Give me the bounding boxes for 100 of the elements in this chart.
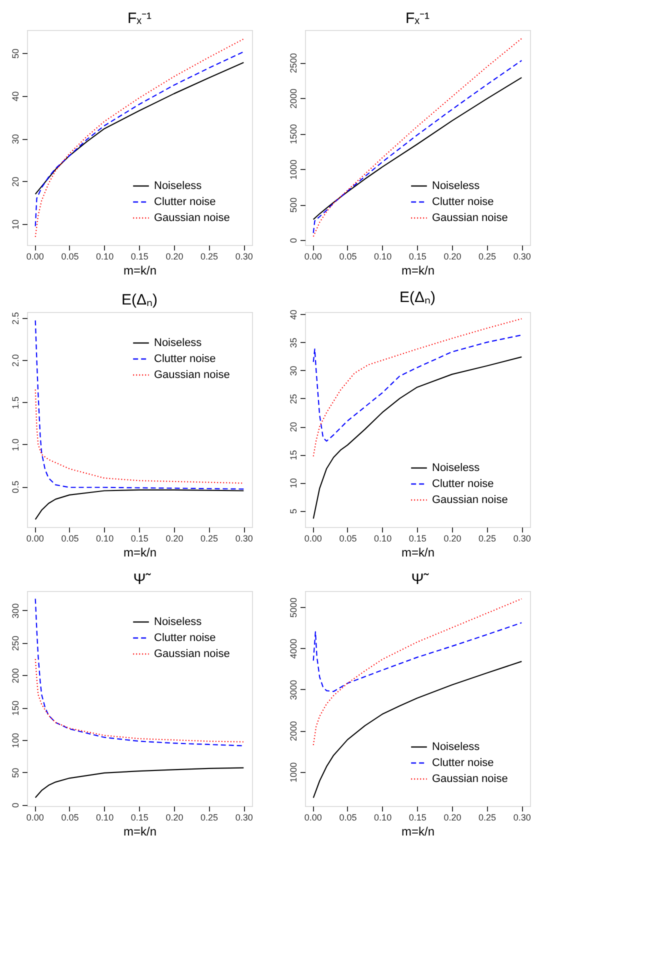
y-tick-label: 4000: [288, 638, 298, 659]
x-tick-label: 0.20: [166, 534, 184, 544]
x-tick-label: 0.15: [408, 812, 426, 822]
chart-title: E(Δₙ): [399, 289, 436, 306]
x-tick-label: 0.30: [235, 812, 253, 822]
legend-label: Clutter noise: [432, 196, 494, 208]
x-tick-label: 0.25: [478, 812, 496, 822]
y-tick-label: 1500: [288, 124, 298, 144]
y-tick-label: 50: [10, 768, 20, 778]
y-tick-label: 20: [10, 176, 20, 187]
line-series: [312, 76, 522, 220]
line-series: [34, 658, 244, 742]
line-series: [34, 489, 244, 520]
y-tick-label: 2.0: [10, 354, 20, 367]
y-tick-label: 250: [10, 636, 20, 651]
y-tick-label: 150: [10, 700, 20, 716]
chart-title: Fₓ⁻¹: [127, 10, 152, 27]
x-tick-label: 0.05: [61, 534, 79, 544]
y-tick-label: 2000: [288, 721, 298, 742]
x-tick-label: 0.00: [304, 812, 322, 822]
x-tick-label: 0.05: [339, 812, 357, 822]
y-tick-label: 3000: [288, 680, 298, 700]
x-tick-label: 0.15: [408, 534, 426, 544]
y-tick-label: 50: [10, 48, 20, 59]
line-series: [312, 334, 522, 442]
y-tick-label: 1000: [288, 160, 298, 180]
x-tick-label: 0.00: [304, 252, 322, 262]
x-axis-title: m=k/n: [123, 824, 157, 838]
x-tick-label: 0.20: [444, 252, 462, 262]
chart-title: Ψ̃: [133, 571, 152, 588]
line-series: [34, 389, 244, 484]
y-tick-label: 1.5: [10, 396, 20, 409]
legend-label: Clutter noise: [154, 353, 216, 365]
x-tick-label: 0.05: [61, 812, 79, 822]
y-tick-label: 0.5: [10, 480, 20, 494]
x-tick-label: 0.20: [166, 812, 184, 822]
y-tick-label: 25: [288, 394, 298, 404]
x-axis-title: m=k/n: [401, 546, 435, 560]
x-tick-label: 0.15: [130, 252, 148, 262]
x-tick-label: 0.20: [444, 534, 462, 544]
legend-label: Gaussian noise: [432, 212, 508, 224]
x-tick-label: 0.15: [130, 812, 148, 822]
x-tick-label: 0.25: [200, 252, 218, 262]
x-tick-label: 0.30: [513, 812, 531, 822]
y-tick-label: 10: [10, 220, 20, 230]
y-tick-label: 40: [288, 310, 298, 320]
y-tick-label: 2500: [288, 53, 298, 74]
y-tick-label: 0: [10, 802, 20, 808]
x-tick-label: 0.00: [26, 534, 44, 544]
chart-title: Fₓ⁻¹: [405, 10, 430, 27]
chart-title: E(Δₙ): [121, 292, 158, 309]
x-tick-label: 0.10: [96, 812, 114, 822]
x-tick-label: 0.25: [478, 534, 496, 544]
x-axis-title: m=k/n: [401, 824, 435, 838]
x-axis-title: m=k/n: [401, 264, 435, 278]
x-tick-label: 0.30: [513, 252, 531, 262]
x-tick-label: 0.10: [374, 534, 392, 544]
y-tick-label: 300: [10, 603, 20, 618]
x-tick-label: 0.25: [200, 812, 218, 822]
y-tick-label: 200: [10, 668, 20, 684]
line-series: [312, 356, 522, 520]
x-tick-label: 0.25: [478, 252, 496, 262]
x-tick-label: 0.10: [96, 252, 114, 262]
legend-label: Gaussian noise: [154, 212, 230, 224]
legend-label: Gaussian noise: [432, 494, 508, 506]
y-tick-label: 1000: [288, 762, 298, 782]
chart-title: Ψ̃: [411, 571, 430, 588]
y-tick-label: 5: [288, 508, 298, 514]
y-tick-label: 100: [10, 732, 20, 748]
x-tick-label: 0.25: [200, 534, 218, 544]
legend-label: Noiseless: [154, 337, 202, 349]
line-series: [312, 622, 522, 692]
x-tick-label: 0.05: [339, 534, 357, 544]
x-tick-label: 0.15: [130, 534, 148, 544]
legend-label: Clutter noise: [432, 478, 494, 490]
y-tick-label: 30: [288, 366, 298, 376]
line-series: [312, 318, 522, 457]
y-tick-label: 5000: [288, 598, 298, 618]
x-tick-label: 0.30: [513, 534, 531, 544]
y-tick-label: 10: [288, 478, 298, 488]
x-tick-label: 0.15: [408, 252, 426, 262]
x-tick-label: 0.30: [235, 534, 253, 544]
y-tick-label: 40: [10, 91, 20, 102]
legend-label: Noiseless: [432, 180, 480, 192]
legend-label: Noiseless: [432, 462, 480, 474]
y-tick-label: 35: [288, 338, 298, 348]
x-axis-title: m=k/n: [123, 264, 157, 278]
legend-label: Noiseless: [432, 741, 480, 753]
x-tick-label: 0.05: [61, 252, 79, 262]
line-series: [312, 660, 522, 798]
x-tick-label: 0.10: [374, 252, 392, 262]
x-tick-label: 0.00: [26, 812, 44, 822]
legend-label: Clutter noise: [154, 196, 216, 208]
legend-label: Gaussian noise: [154, 648, 230, 660]
y-tick-label: 0: [288, 238, 298, 244]
legend-label: Noiseless: [154, 180, 202, 192]
legend-label: Clutter noise: [154, 632, 216, 644]
x-tick-label: 0.30: [235, 252, 253, 262]
y-tick-label: 2.5: [10, 312, 20, 325]
legend-label: Gaussian noise: [154, 369, 230, 381]
